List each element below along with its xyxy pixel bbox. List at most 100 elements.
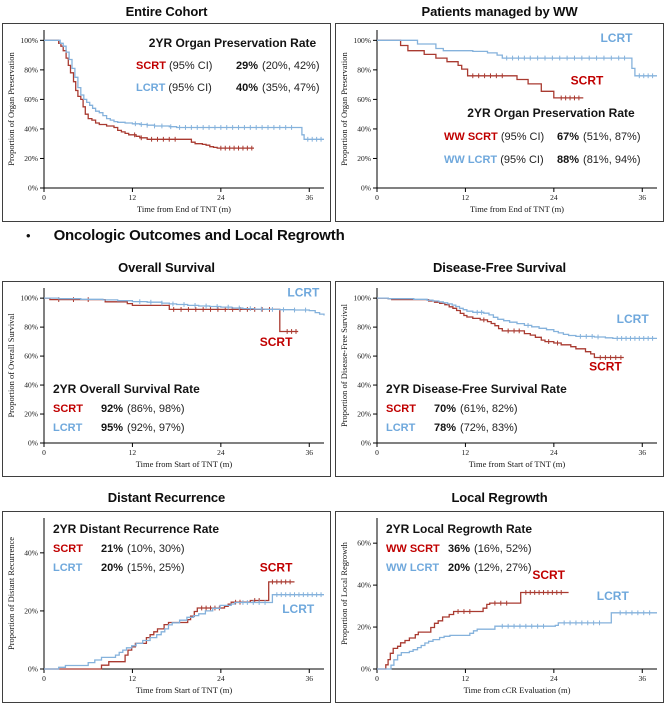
series-label-group: SCRT — [53, 403, 101, 415]
panel-ww: Patients managed by WW 0% 20% 40% 60% 80% 100… — [335, 2, 664, 222]
y-tick-label: 60% — [24, 352, 38, 361]
confidence-interval: (20%, 42%) — [262, 60, 320, 72]
y-tick-label: 20% — [24, 410, 38, 419]
x-tick-label: 24 — [217, 674, 225, 683]
series-label-group: LCRT — [53, 422, 101, 434]
curve-label-lcrt: LCRT — [287, 286, 320, 300]
x-tick-label: 12 — [462, 674, 470, 683]
y-tick-label: 0% — [28, 184, 38, 193]
km-plot: 0% 20% 40% 0 12 24 36 Time from Start of TNT (m… — [6, 518, 324, 695]
x-tick-label: 0 — [42, 193, 46, 202]
curve-label-lcrt: LCRT — [282, 602, 315, 616]
panel-entire-cohort: Entire Cohort 0% 20% 40% 60% 80% 100% 0 12 24 36 T… — [2, 2, 331, 222]
y-axis-label: Proportion of Distant Recurrence — [6, 537, 16, 650]
stat-annotation-row: WW SCRT 36% (16%, 52%) — [386, 543, 596, 555]
y-tick-label: 0% — [361, 665, 371, 674]
ci-suffix: (95% CI) — [165, 82, 212, 94]
x-axis-label: Time from Start of TNT (m) — [136, 685, 233, 695]
y-axis-label: Proportion of Overall Survival — [6, 313, 16, 418]
series-label: WW SCRT — [444, 131, 498, 143]
series-label-group: SCRT (95% CI) — [136, 60, 236, 72]
x-tick-label: 12 — [129, 193, 137, 202]
x-tick-label: 36 — [306, 674, 314, 683]
panel-title-distant-recurrence: Distant Recurrence — [107, 490, 226, 505]
x-tick-label: 0 — [375, 193, 379, 202]
y-tick-label: 80% — [357, 323, 371, 332]
x-tick-label: 0 — [375, 448, 379, 457]
section-heading: • Oncologic Outcomes and Local Regrowth — [26, 227, 345, 244]
stat-annotation-row: SCRT 70% (61%, 82%) — [386, 403, 596, 415]
curve-label-scrt: SCRT — [260, 335, 293, 349]
panel-title-entire-cohort: Entire Cohort — [125, 4, 208, 19]
stat-annotation: 2YR Disease-Free Survival Rate SCRT 70% (61… — [386, 382, 596, 434]
stat-annotation-title: 2YR Local Regrowth Rate — [386, 522, 533, 536]
y-tick-label: 60% — [24, 95, 38, 104]
x-axis-label: Time from End of TNT (m) — [470, 204, 564, 214]
x-axis-label: Time from Start of TNT (m) — [136, 459, 233, 469]
x-axis-label: Time from cCR Evaluation (m) — [464, 685, 571, 695]
x-axis-label: Time from Start of TNT (m) — [469, 459, 566, 469]
km-plot: 0% 20% 40% 60% 80% 100% 0 12 24 36 Time from End o… — [6, 30, 324, 214]
curve-label-scrt: SCRT — [571, 74, 604, 88]
series-label-group: WW LCRT (95% CI) — [444, 154, 557, 166]
series-label: LCRT — [136, 82, 166, 94]
series-label-group: SCRT — [386, 403, 434, 415]
y-tick-label: 80% — [24, 323, 38, 332]
stat-annotation-row: WW LCRT 20% (12%, 27%) — [386, 562, 596, 574]
curve-label-scrt: SCRT — [260, 561, 293, 575]
series-label: SCRT — [53, 543, 83, 555]
y-tick-label: 80% — [357, 65, 371, 74]
series-label-group: WW SCRT (95% CI) — [444, 131, 557, 143]
curve-label-lcrt: LCRT — [600, 31, 633, 45]
x-tick-label: 12 — [129, 674, 137, 683]
x-tick-label: 0 — [375, 674, 379, 683]
y-tick-label: 0% — [361, 439, 371, 448]
y-tick-label: 0% — [361, 184, 371, 193]
km-chart-ww: 0% 20% 40% 60% 80% 100% 0 12 24 36 Time from End o… — [335, 23, 664, 222]
series-label-group: LCRT — [386, 422, 434, 434]
stat-annotation-row: WW SCRT (95% CI) 67% (51%, 87%) — [444, 131, 658, 143]
confidence-interval: (35%, 47%) — [262, 82, 320, 94]
y-tick-label: 20% — [24, 606, 38, 615]
stat-annotation: 2YR Local Regrowth Rate WW SCRT 36% (16%, 5… — [386, 522, 596, 574]
y-tick-label: 80% — [24, 65, 38, 74]
stat-annotation-title: 2YR Distant Recurrence Rate — [53, 522, 220, 536]
series-label: WW LCRT — [386, 562, 440, 574]
km-chart-disease-free-survival: 0% 20% 40% 60% 80% 100% 0 12 24 36 Time from Start… — [335, 281, 664, 477]
rate-value: 67% — [557, 131, 580, 143]
lcrt-curve — [44, 39, 324, 140]
curve-label-scrt: SCRT — [532, 568, 565, 582]
series-label: SCRT — [386, 403, 416, 415]
stat-annotation-row: LCRT (95% CI) 40% (35%, 47%) — [136, 82, 329, 94]
y-axis-label: Proportion of Disease-Free Survival — [339, 303, 349, 427]
rate-value: 36% — [448, 543, 471, 555]
stat-annotation-title: 2YR Organ Preservation Rate — [467, 106, 635, 120]
confidence-interval: (86%, 98%) — [127, 403, 185, 415]
rate-value: 88% — [557, 154, 580, 166]
x-tick-label: 36 — [306, 193, 314, 202]
x-tick-label: 0 — [42, 448, 46, 457]
panel-local-regrowth: Local Regrowth 0% 20% 40% 60% 0 12 24 36 Time fr… — [335, 488, 664, 703]
x-tick-label: 12 — [129, 448, 137, 457]
y-tick-label: 60% — [357, 95, 371, 104]
stat-annotation-row: WW LCRT (95% CI) 88% (81%, 94%) — [444, 154, 658, 166]
bullet-icon: • — [26, 228, 31, 243]
stat-annotation-row: LCRT 95% (92%, 97%) — [53, 422, 253, 434]
series-label: LCRT — [53, 562, 83, 574]
series-label-group: WW LCRT — [386, 562, 448, 574]
panel-title-local-regrowth: Local Regrowth — [451, 490, 548, 505]
y-tick-label: 40% — [24, 548, 38, 557]
y-tick-label: 0% — [28, 665, 38, 674]
y-tick-label: 40% — [24, 381, 38, 390]
stat-annotation: 2YR Organ Preservation Rate SCRT (95% CI)… — [136, 36, 329, 94]
confidence-interval: (61%, 82%) — [460, 403, 518, 415]
x-tick-label: 24 — [550, 674, 558, 683]
panel-title-disease-free-survival: Disease-Free Survival — [432, 260, 567, 275]
rate-value: 29% — [236, 60, 259, 72]
confidence-interval: (92%, 97%) — [127, 422, 185, 434]
scrt-curve — [377, 297, 624, 359]
confidence-interval: (72%, 83%) — [460, 422, 518, 434]
km-plot: 0% 20% 40% 60% 80% 100% 0 12 24 36 Time from End o… — [339, 30, 657, 214]
km-chart-local-regrowth: 0% 20% 40% 60% 0 12 24 36 Time from cCR Evaluati… — [335, 511, 664, 703]
y-axis-label: Proportion of Local Regrowth — [339, 541, 349, 644]
